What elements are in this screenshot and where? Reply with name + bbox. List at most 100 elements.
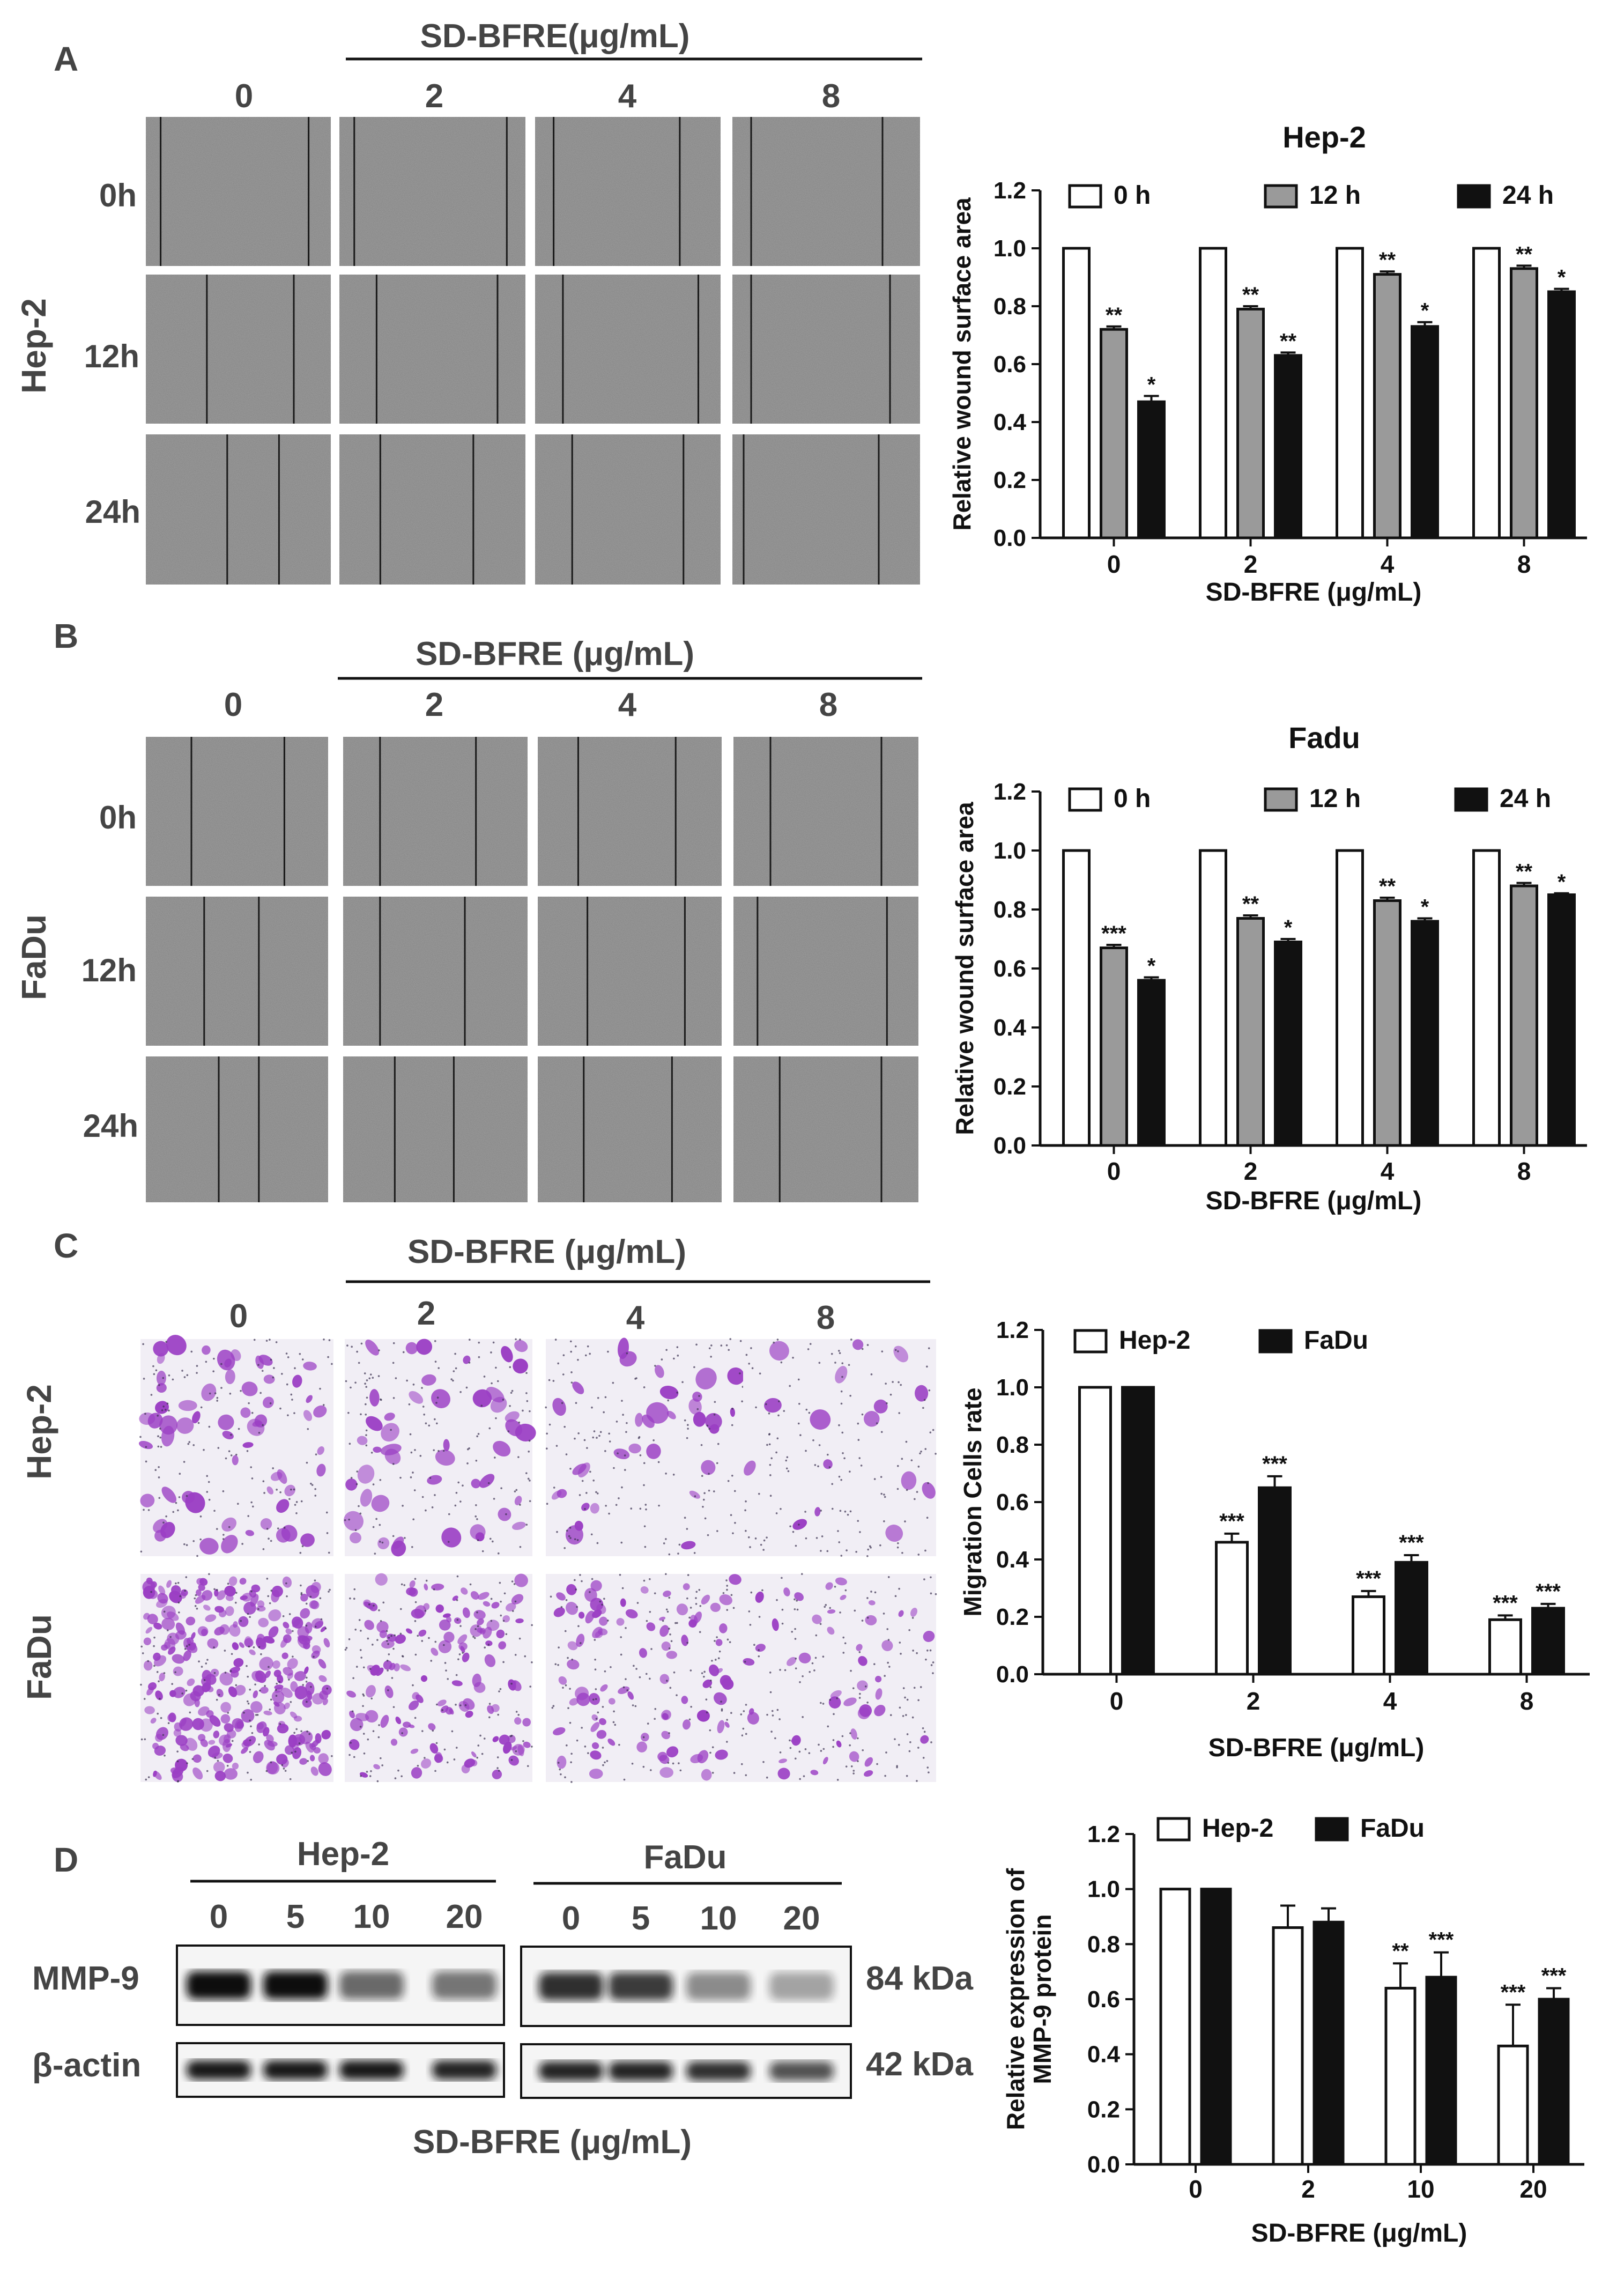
significance-label: *** bbox=[1541, 1964, 1567, 1987]
micrograph bbox=[733, 737, 918, 886]
bar bbox=[1078, 1386, 1112, 1676]
significance-label: *** bbox=[1262, 1452, 1287, 1476]
micrograph bbox=[146, 897, 328, 1046]
micrograph bbox=[538, 1056, 722, 1202]
transwell-micrograph bbox=[743, 1339, 937, 1557]
x-tick-label: 4 bbox=[1381, 1157, 1395, 1185]
chart-title: Hep-2 bbox=[1282, 120, 1366, 154]
bar bbox=[1373, 899, 1401, 1147]
panel-b: B SD-BFRE (μg/mL) 0 2 4 8 0h 12h 24h FaD… bbox=[14, 617, 922, 1202]
micrograph bbox=[732, 117, 920, 266]
band-label-actin: β-actin bbox=[32, 2047, 141, 2084]
bar bbox=[1425, 1976, 1457, 2166]
legend-label: 12 h bbox=[1309, 785, 1361, 813]
micrograph bbox=[733, 897, 918, 1046]
y-tick-label: 1.0 bbox=[993, 838, 1026, 864]
panel-b-row-12h: 12h bbox=[81, 952, 137, 988]
chart-migration: 0.0 0.2 0.4 0.6 0.8 1.0 1.2 Migration Cells rat… bbox=[959, 1317, 1590, 1762]
significance-label: * bbox=[1284, 916, 1293, 940]
panel-d-fadu-conc-0: 0 bbox=[562, 1900, 580, 1937]
bar bbox=[1384, 1986, 1417, 2166]
transwell-micrograph bbox=[138, 1335, 333, 1557]
micrograph bbox=[146, 434, 331, 585]
significance-label: * bbox=[1558, 870, 1566, 894]
micrograph bbox=[535, 117, 721, 266]
legend-label: 12 h bbox=[1309, 181, 1361, 210]
y-tick-label: 0.8 bbox=[993, 293, 1026, 320]
bar bbox=[1411, 325, 1439, 539]
blot-band bbox=[539, 1972, 603, 2000]
x-tick-label: 4 bbox=[1381, 550, 1395, 578]
legend-swatch bbox=[1068, 184, 1102, 209]
blot-mmp9 bbox=[176, 1944, 505, 2026]
legend-swatch bbox=[1454, 787, 1488, 812]
bar bbox=[1336, 849, 1364, 1147]
significance-label: ** bbox=[1242, 892, 1259, 916]
micrograph bbox=[538, 897, 722, 1046]
y-tick-label: 0.8 bbox=[993, 897, 1026, 923]
blot-band bbox=[339, 2060, 404, 2080]
legend-label: 24 h bbox=[1502, 181, 1554, 210]
bar bbox=[1199, 849, 1227, 1147]
bar bbox=[1531, 1607, 1565, 1676]
significance-label: * bbox=[1421, 299, 1429, 323]
micrograph bbox=[146, 117, 331, 266]
legend-label: 24 h bbox=[1500, 785, 1551, 813]
wound-images-hep2 bbox=[146, 117, 920, 585]
bar bbox=[1472, 849, 1501, 1147]
x-axis-label: SD-BFRE (μg/mL) bbox=[1206, 1187, 1422, 1215]
significance-label: *** bbox=[1536, 1580, 1561, 1603]
x-tick-label: 0 bbox=[1110, 1687, 1124, 1715]
panel-letter-c: C bbox=[54, 1226, 78, 1265]
panel-a-row-24h: 24h bbox=[85, 494, 140, 530]
blot-band bbox=[686, 1972, 751, 2000]
panel-b-conc-0: 0 bbox=[224, 686, 242, 723]
bar bbox=[1215, 1541, 1249, 1676]
y-tick-label: 0.4 bbox=[996, 1547, 1029, 1573]
bar bbox=[1411, 920, 1439, 1147]
y-tick-label: 0.0 bbox=[996, 1661, 1029, 1688]
micrograph bbox=[732, 434, 920, 585]
y-tick-label: 1.2 bbox=[1087, 1821, 1120, 1847]
y-tick-label: 0.0 bbox=[1087, 2151, 1120, 2178]
y-tick-label: 0.8 bbox=[1087, 1931, 1120, 1957]
y-tick-label: 1.2 bbox=[996, 1317, 1029, 1343]
y-axis-label: Migration Cells rate bbox=[959, 1388, 987, 1617]
significance-label: *** bbox=[1429, 1928, 1454, 1952]
chart-mmp9: 0.0 0.2 0.4 0.6 0.8 1.0 1.2 Relative expression… bbox=[1002, 1814, 1584, 2247]
significance-label: *** bbox=[1399, 1531, 1424, 1555]
bar bbox=[1547, 290, 1576, 539]
y-tick-label: 0.6 bbox=[996, 1489, 1029, 1515]
panel-d-group-fadu: FaDu bbox=[644, 1839, 727, 1876]
y-tick-label: 0.6 bbox=[993, 956, 1026, 982]
panel-d-hep2-conc-0: 0 bbox=[210, 1898, 228, 1935]
bar bbox=[1062, 849, 1091, 1147]
significance-label: ** bbox=[1106, 304, 1123, 327]
panel-letter-b: B bbox=[54, 617, 78, 655]
y-tick-label: 0.4 bbox=[993, 409, 1027, 435]
blot-band bbox=[187, 1971, 251, 1999]
chart-hep2-wound: Hep-2 0.0 0.2 0.4 0.6 0.8 1.0 1.2 Relative wound… bbox=[948, 120, 1587, 607]
bar bbox=[1336, 247, 1364, 539]
band-size-mmp9: 84 kDa bbox=[866, 1960, 973, 1997]
micrograph bbox=[339, 117, 525, 266]
micrograph bbox=[343, 897, 528, 1046]
legend-label: Hep-2 bbox=[1202, 1814, 1273, 1843]
bar bbox=[1497, 2044, 1529, 2166]
bar bbox=[1137, 979, 1166, 1147]
bar bbox=[1547, 893, 1576, 1147]
y-tick-label: 0.6 bbox=[1087, 1986, 1120, 2013]
panel-d-fadu-conc-20: 20 bbox=[783, 1900, 820, 1937]
panel-c-conc-0: 0 bbox=[229, 1298, 248, 1335]
legend-label: 0 h bbox=[1114, 181, 1151, 210]
x-tick-label: 8 bbox=[1520, 1687, 1534, 1715]
panel-d-hep2-conc-20: 20 bbox=[446, 1898, 483, 1935]
panel-d-fadu-conc-5: 5 bbox=[632, 1900, 650, 1937]
panel-d-group-hep2: Hep-2 bbox=[297, 1836, 389, 1873]
significance-label: ** bbox=[1516, 242, 1533, 266]
y-tick-label: 1.2 bbox=[993, 178, 1026, 204]
significance-label: *** bbox=[1501, 1980, 1526, 2004]
western-blots bbox=[176, 1944, 852, 2099]
significance-label: * bbox=[1421, 896, 1429, 919]
blot-band bbox=[432, 1971, 496, 1999]
